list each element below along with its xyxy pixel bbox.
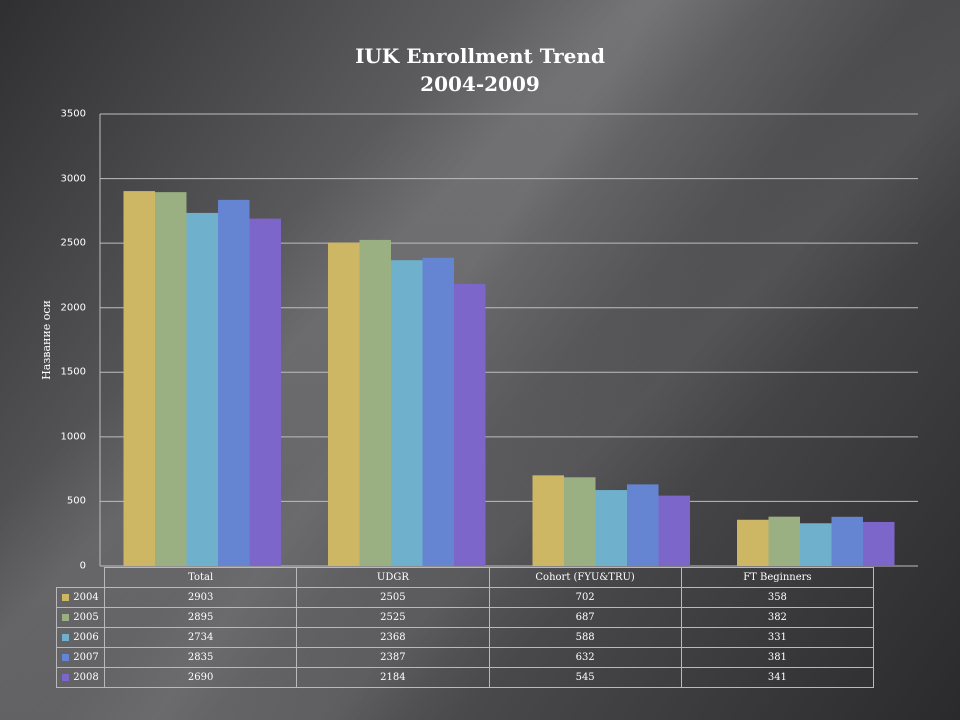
bar-2005-3 [768,516,800,566]
bars [123,191,895,567]
table-cell: 2690 [103,667,298,688]
bar-2006-0 [186,212,218,566]
bar-2004-3 [737,519,769,566]
bar-2007-3 [831,516,863,566]
table-row: 2007 2835 2387 632 381 [56,647,875,668]
bar-2006-2 [595,490,627,566]
bar-2006-1 [391,260,423,566]
bar-2004-1 [328,242,360,567]
bar-2005-1 [359,239,391,566]
table-row: 2004 2903 2505 702 358 [56,587,875,608]
legend-label: 2008 [73,672,99,683]
legend-entry: 2007 [56,647,105,668]
y-tick-label: 0 [79,560,86,572]
table-cell: 2387 [296,647,490,668]
table-cell: 702 [488,587,682,608]
table-row: 2005 2895 2525 687 382 [56,607,875,628]
column-header: Cohort (FYU&TRU) [488,567,682,588]
y-tick-label: 1500 [60,366,86,378]
legend-swatch [62,654,70,661]
bar-2004-0 [123,191,155,567]
legend-swatch [62,674,70,681]
column-header: Total [103,567,298,588]
bar-2005-0 [155,192,187,567]
bar-2008-2 [658,495,690,566]
y-tick-label: 2500 [60,237,86,249]
y-tick-label: 500 [66,495,86,507]
bar-2004-2 [532,475,564,566]
legend-entry: 2004 [56,587,105,608]
legend-swatch [62,614,70,621]
chart-subtitle: 2004-2009 [420,72,540,96]
legend-swatch [62,634,70,641]
table-cell: 588 [488,627,682,648]
bar-2005-2 [564,477,596,566]
legend-entry: 2006 [56,627,105,648]
bar-2008-0 [249,218,281,566]
legend-entry: 2005 [56,607,105,628]
table-header-row: Total UDGR Cohort (FYU&TRU) FT Beginners [56,567,875,588]
chart-title: IUK Enrollment Trend [355,44,605,68]
table-cell: 632 [488,647,682,668]
table-cell: 2505 [296,587,490,608]
y-tick-label: 1000 [60,431,86,443]
bar-2007-1 [422,257,454,566]
table-row: 2008 2690 2184 545 341 [56,667,875,688]
table-cell: 331 [680,627,875,648]
bar-2008-3 [863,521,895,566]
legend-label: 2004 [73,592,99,603]
column-header: UDGR [296,567,490,588]
table-cell: 2734 [103,627,298,648]
column-header: FT Beginners [680,567,875,588]
table-cell: 687 [488,607,682,628]
table-cell: 2525 [296,607,490,628]
legend-label: 2005 [73,612,99,623]
table-cell: 381 [680,647,875,668]
table-cell: 358 [680,587,875,608]
bar-2006-3 [800,523,832,566]
y-tick-label: 3000 [60,173,86,185]
bar-2007-2 [627,484,659,566]
bar-2008-1 [454,283,486,566]
table-cell: 2184 [296,667,490,688]
data-table: Total UDGR Cohort (FYU&TRU) FT Beginners… [56,567,875,688]
table-cell: 545 [488,667,682,688]
y-axis-label: Название оси [40,300,53,380]
legend-swatch [62,594,70,601]
table-corner [56,567,105,588]
bar-2007-0 [218,199,250,566]
legend-label: 2006 [73,632,99,643]
y-tick-label: 2000 [60,302,86,314]
table-cell: 2368 [296,627,490,648]
legend-entry: 2008 [56,667,105,688]
table-cell: 2835 [103,647,298,668]
table-cell: 341 [680,667,875,688]
table-cell: 382 [680,607,875,628]
y-tick-label: 3500 [60,108,86,120]
table-cell: 2895 [103,607,298,628]
legend-label: 2007 [73,652,99,663]
table-cell: 2903 [103,587,298,608]
table-row: 2006 2734 2368 588 331 [56,627,875,648]
